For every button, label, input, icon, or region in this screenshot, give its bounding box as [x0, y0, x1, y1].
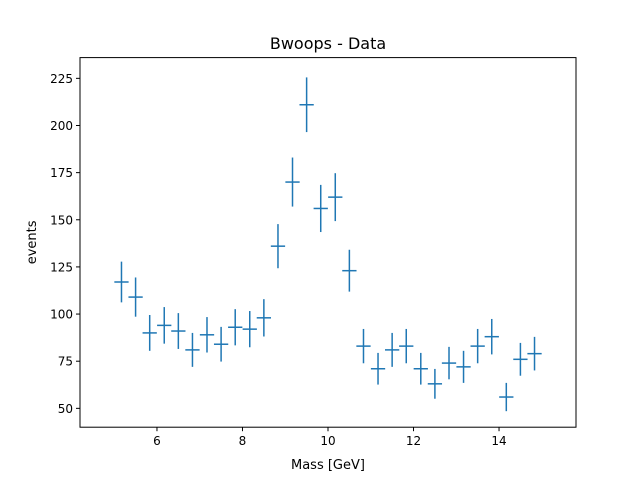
error-bar-point [484, 318, 499, 355]
x-tick-label: 12 [406, 434, 421, 448]
chart-title: Bwoops - Data [270, 34, 386, 53]
error-bar-point [328, 173, 343, 222]
error-bar-point [456, 350, 471, 383]
error-bar-point [527, 336, 542, 371]
y-tick-label: 50 [58, 402, 73, 416]
error-bar-point [413, 352, 428, 385]
axes-frame [79, 57, 577, 428]
x-tick-label: 6 [153, 434, 161, 448]
y-tick-label: 175 [50, 166, 73, 180]
error-bar-point [356, 328, 371, 364]
error-bar-point [299, 77, 314, 133]
error-bar-point [128, 277, 143, 317]
error-bar-point [242, 311, 257, 348]
error-bar-point [228, 309, 243, 346]
y-tick-label: 75 [58, 355, 73, 369]
error-bar-point [384, 332, 400, 367]
error-bar-point [441, 346, 457, 380]
error-bar-point [157, 307, 172, 344]
y-tick-label: 125 [50, 260, 73, 274]
error-bar-point [256, 299, 272, 337]
y-tick-label: 200 [50, 119, 73, 133]
error-bar-point [171, 313, 186, 349]
error-bar-point [185, 332, 200, 367]
error-bar-point [199, 317, 215, 353]
error-bar-point [470, 328, 485, 364]
y-tick-label: 150 [50, 213, 73, 227]
error-bar-point [285, 157, 300, 207]
x-axis: 6 8 10 12 14 [153, 427, 507, 448]
error-bar-point [499, 382, 514, 412]
error-bar-point [342, 249, 357, 292]
error-bar-point [427, 368, 443, 399]
error-bar-point [213, 326, 229, 362]
y-axis: 50 75 100 125 150 175 200 225 [50, 72, 80, 416]
error-bar-point [142, 315, 157, 351]
error-bar-point [370, 352, 386, 385]
error-bar-marks [114, 77, 542, 412]
error-bar-point [270, 224, 286, 269]
error-bar-point [313, 184, 328, 233]
error-bar-point [513, 342, 528, 376]
x-axis-label: Mass [GeV] [291, 458, 365, 473]
x-tick-label: 14 [491, 434, 506, 448]
y-axis-label: events [25, 220, 40, 264]
y-tick-label: 100 [50, 308, 73, 322]
error-bar-point [114, 261, 129, 303]
y-tick-label: 225 [50, 72, 73, 86]
x-tick-label: 8 [239, 434, 247, 448]
x-tick-label: 10 [320, 434, 335, 448]
error-bar-point [399, 328, 414, 364]
